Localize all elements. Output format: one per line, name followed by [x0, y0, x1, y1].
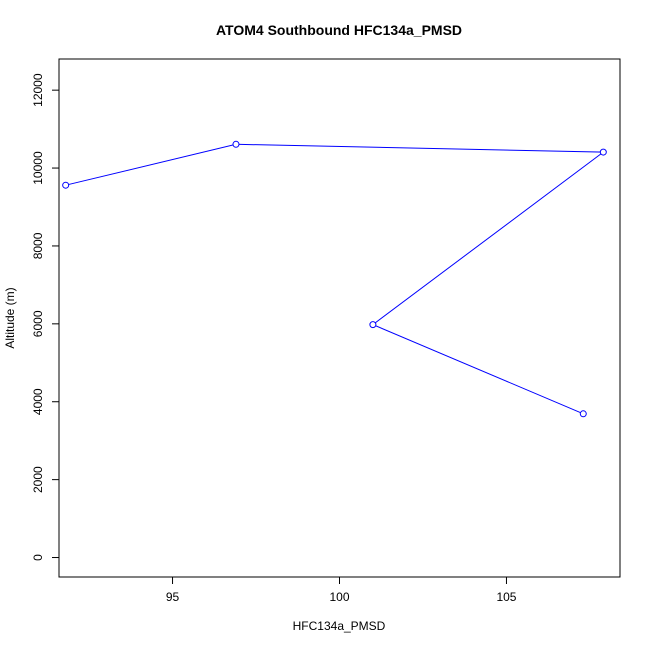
- data-point: [369, 321, 377, 329]
- x-axis-label: HFC134a_PMSD: [293, 619, 386, 633]
- y-tick-label: 2000: [31, 466, 45, 493]
- data-point: [579, 410, 587, 418]
- x-tick-label: 100: [329, 590, 349, 604]
- y-tick-label: 6000: [31, 310, 45, 337]
- series-line: [65, 143, 605, 415]
- y-tick-label: 8000: [31, 232, 45, 259]
- y-tick-label: 12000: [31, 73, 45, 107]
- plot-frame: [58, 58, 621, 578]
- y-axis: 0 2000 4000 6000 8000 10000 12000: [31, 73, 59, 561]
- data-point: [232, 140, 240, 148]
- x-tick-label: 105: [496, 590, 516, 604]
- series-layer: [62, 140, 607, 418]
- y-tick-label: 0: [31, 554, 45, 561]
- chart-title: ATOM4 Southbound HFC134a_PMSD: [216, 22, 462, 38]
- data-point: [62, 181, 70, 189]
- y-axis-label: Altitude (m): [3, 287, 17, 348]
- x-axis: 95 100 105: [166, 577, 517, 604]
- y-tick-label: 10000: [31, 151, 45, 185]
- y-tick-label: 4000: [31, 388, 45, 415]
- data-point: [599, 148, 607, 156]
- x-tick-label: 95: [166, 590, 180, 604]
